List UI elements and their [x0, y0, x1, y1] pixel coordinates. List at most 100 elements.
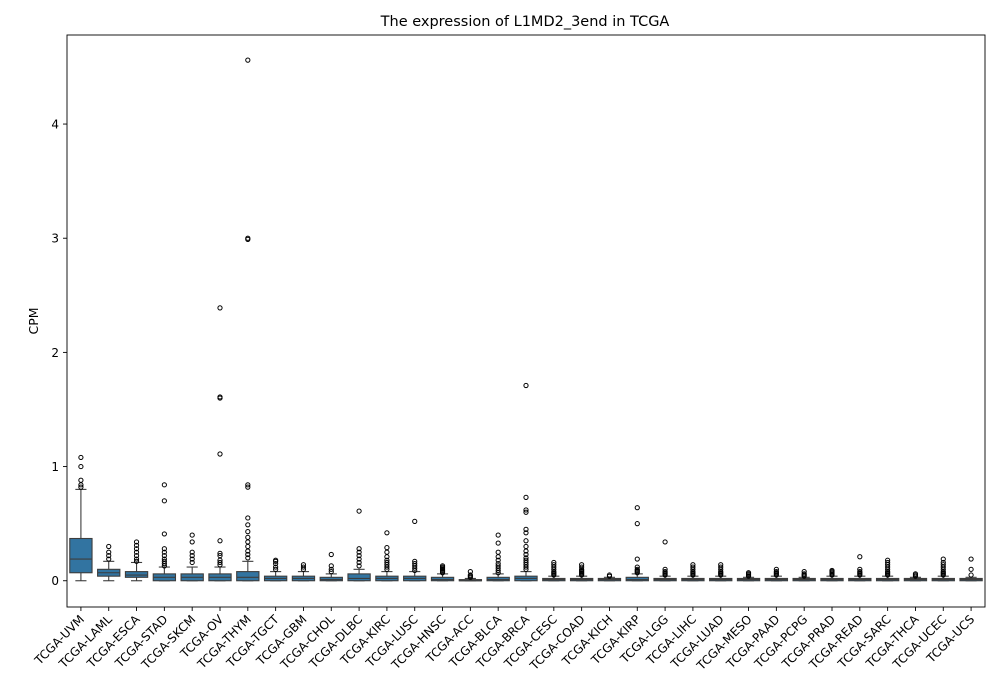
outlier-point: [161, 482, 167, 488]
box-group: [764, 566, 789, 582]
outlier-point: [495, 540, 501, 546]
box-group: [263, 557, 288, 582]
outlier-point: [217, 394, 223, 400]
outlier-point: [245, 484, 251, 490]
outlier-point: [885, 559, 891, 566]
outlier-point: [189, 553, 195, 559]
box-group: [69, 454, 93, 582]
outlier-point: [495, 561, 501, 567]
box-group: [875, 557, 900, 582]
outlier-point: [857, 554, 863, 560]
outlier-point: [495, 557, 501, 563]
box-group: [180, 532, 204, 582]
box-group: [848, 554, 872, 582]
outlier-point: [189, 559, 195, 566]
outlier-point: [189, 549, 195, 555]
outlier-point: [579, 562, 585, 568]
outlier-point: [968, 572, 974, 578]
outlier-point: [412, 518, 418, 524]
outlier-point: [133, 549, 140, 555]
box-group: [124, 539, 149, 582]
outlier-point: [940, 562, 946, 568]
box-iqr: [486, 576, 510, 582]
x-axis: TCGA-UVMTCGA-LAMLTCGA-ESCATCGA-STADTCGA-…: [31, 607, 977, 673]
outlier-point: [384, 557, 390, 563]
box-group: [319, 551, 343, 582]
box-iqr: [347, 573, 371, 582]
outlier-point: [718, 564, 724, 570]
outlier-point: [718, 562, 724, 568]
box-group: [152, 482, 177, 582]
outlier-point: [634, 521, 640, 527]
outlier-point: [523, 526, 529, 532]
box-group: [597, 572, 622, 582]
outlier-point: [384, 549, 390, 555]
outlier-point: [467, 569, 473, 575]
plot-frame: [66, 34, 986, 608]
outlier-point: [467, 572, 473, 578]
outlier-point: [356, 508, 362, 514]
outlier-point: [161, 546, 167, 552]
outlier-point: [523, 530, 529, 536]
outlier-point: [634, 505, 640, 511]
outlier-point: [78, 477, 84, 483]
outlier-point: [356, 546, 362, 552]
outlier-point: [523, 509, 529, 515]
outlier-point: [551, 559, 557, 566]
box-iqr: [625, 576, 649, 582]
outlier-point: [245, 555, 251, 561]
chart-title: The expression of L1MD2_3end in TCGA: [380, 14, 670, 30]
box-group: [208, 305, 232, 582]
outlier-point: [189, 539, 195, 545]
box-group: [347, 508, 371, 582]
outlier-point: [133, 556, 140, 562]
outlier-point: [245, 515, 251, 521]
outlier-point: [106, 549, 112, 555]
outlier-point: [300, 564, 307, 570]
outlier-point: [495, 563, 501, 569]
outlier-point: [356, 559, 362, 566]
outlier-point: [551, 562, 557, 568]
outlier-point: [328, 563, 334, 569]
outlier-point: [161, 556, 167, 562]
box-group: [681, 562, 705, 582]
box-group: [931, 556, 955, 582]
box-iqr: [69, 537, 93, 574]
outlier-point: [328, 551, 334, 558]
outlier-point: [300, 562, 307, 568]
outlier-point: [328, 569, 334, 575]
outlier-point: [606, 572, 613, 578]
outlier-point: [106, 556, 112, 562]
outlier-point: [273, 557, 279, 563]
outlier-point: [217, 550, 223, 556]
outlier-point: [523, 543, 529, 550]
box-iqr: [236, 571, 260, 582]
box-iqr: [319, 576, 343, 582]
y-tick-label: 2: [51, 346, 59, 360]
outlier-point: [245, 539, 251, 545]
outlier-point: [217, 538, 223, 544]
outlier-point: [579, 564, 585, 570]
box-group: [236, 57, 260, 582]
outlier-point: [773, 569, 779, 575]
box-group: [653, 539, 677, 582]
outlier-point: [245, 235, 251, 241]
outlier-point: [245, 482, 251, 488]
outlier-point: [245, 529, 251, 535]
outlier-point: [495, 549, 501, 555]
outlier-point: [273, 564, 279, 570]
outlier-point: [773, 566, 779, 572]
outlier-point: [245, 543, 251, 550]
box-group: [403, 518, 427, 582]
outlier-point: [133, 539, 140, 545]
y-tick-label: 3: [51, 232, 59, 246]
outlier-point: [356, 553, 362, 559]
outlier-point: [356, 549, 362, 555]
outlier-point: [106, 553, 112, 559]
outlier-point: [133, 558, 140, 564]
outlier-point: [662, 566, 668, 572]
outlier-point: [356, 563, 362, 569]
outlier-point: [384, 530, 390, 536]
outlier-point: [384, 559, 390, 566]
outlier-point: [523, 494, 529, 500]
